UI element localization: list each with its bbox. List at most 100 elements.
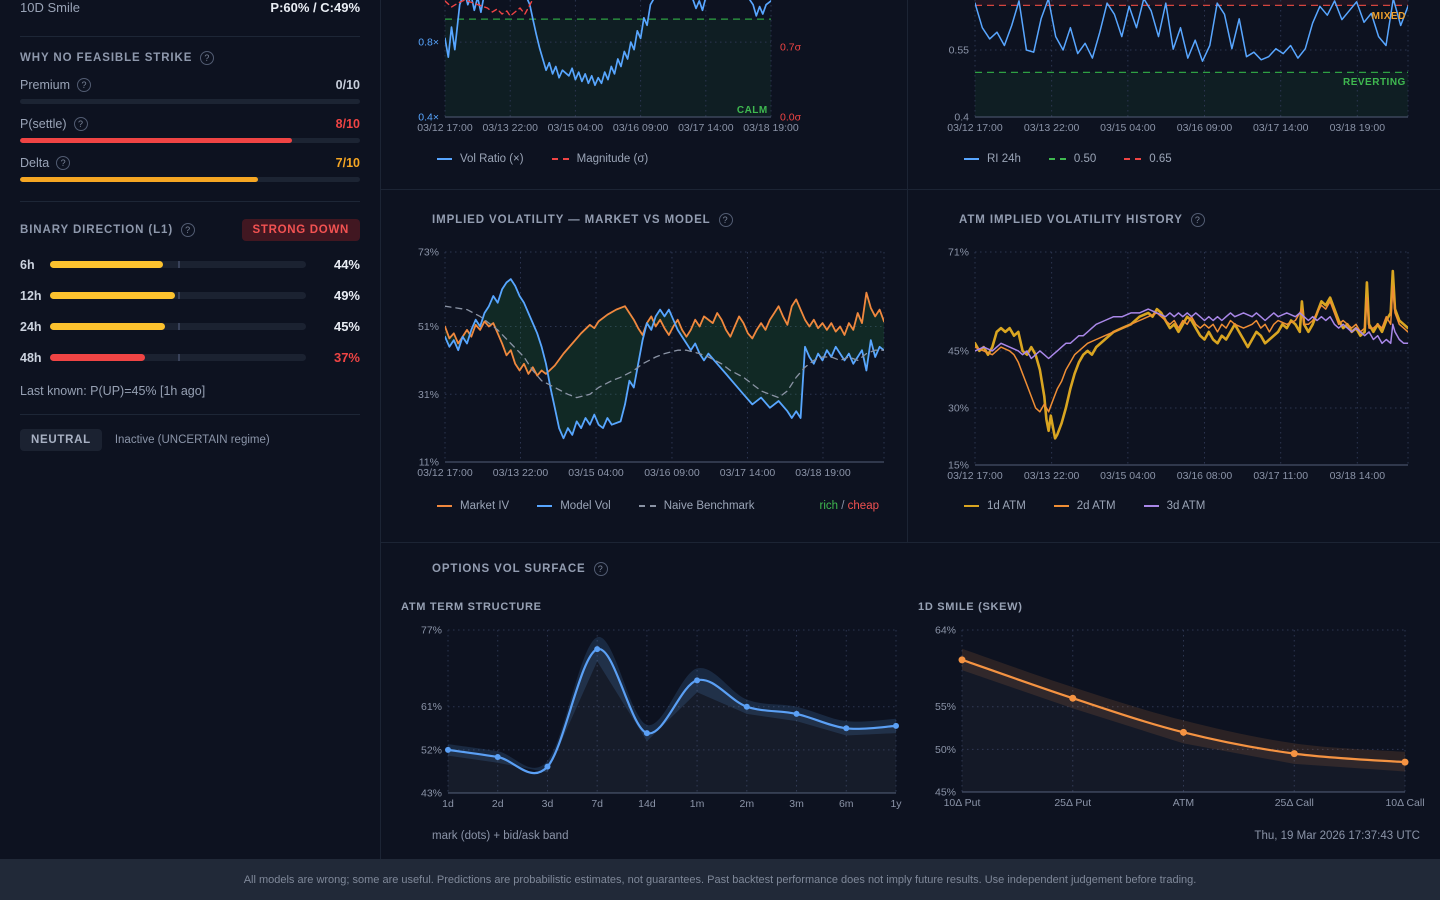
svg-text:45%: 45% bbox=[948, 345, 969, 357]
svg-text:03/18 19:00: 03/18 19:00 bbox=[1330, 122, 1386, 134]
svg-text:03/15 04:00: 03/15 04:00 bbox=[548, 122, 604, 134]
svg-text:1y: 1y bbox=[890, 798, 902, 810]
svg-text:11%: 11% bbox=[419, 457, 439, 469]
svg-text:77%: 77% bbox=[421, 625, 442, 637]
term-structure-title: ATM TERM STRUCTURE bbox=[401, 601, 542, 613]
legend-item: Model Vol bbox=[537, 500, 611, 512]
help-icon[interactable]: ? bbox=[1190, 213, 1205, 227]
iv-market-model-panel: IMPLIED VOLATILITY — MARKET VS MODEL ? 7… bbox=[381, 190, 908, 542]
smile-title: 1D SMILE (SKEW) bbox=[918, 601, 1023, 613]
regime-status-text: Inactive (UNCERTAIN regime) bbox=[114, 434, 270, 446]
vol-ratio-chart: 0.8× 0.4× 0.7σ 0.0σ 03/12 17:00 03/13 22:00 03… bbox=[417, 0, 802, 134]
svg-text:03/16 09:00: 03/16 09:00 bbox=[613, 122, 669, 134]
svg-text:7d: 7d bbox=[591, 798, 603, 810]
svg-text:03/15 04:00: 03/15 04:00 bbox=[1100, 470, 1156, 482]
svg-text:03/13 22:00: 03/13 22:00 bbox=[1024, 122, 1080, 134]
legend-item: Naive Benchmark bbox=[638, 500, 755, 512]
binary-direction-header: BINARY DIRECTION (L1) ? STRONG DOWN bbox=[20, 219, 360, 241]
smile-row-label: 10D Smile bbox=[20, 0, 80, 15]
disclaimer-footer: All models are wrong; some are useful. P… bbox=[0, 859, 1440, 900]
vol-ratio-panel: 0.8× 0.4× 0.7σ 0.0σ 03/12 17:00 03/13 22:00 03… bbox=[381, 0, 908, 189]
iv-market-model-title: IMPLIED VOLATILITY — MARKET VS MODEL bbox=[432, 214, 711, 226]
score-bar-premium bbox=[20, 99, 360, 104]
legend-marker bbox=[638, 505, 656, 507]
sidebar: 10D Smile P:60% / C:49% WHY NO FEASIBLE … bbox=[0, 0, 381, 859]
binary-row-12h: 12h 49% bbox=[20, 288, 360, 303]
svg-text:51%: 51% bbox=[418, 321, 439, 333]
help-icon[interactable]: ? bbox=[593, 562, 608, 576]
svg-text:03/18 19:00: 03/18 19:00 bbox=[795, 467, 851, 479]
feasible-section-title: WHY NO FEASIBLE STRIKE ? bbox=[20, 51, 360, 65]
probability-value: 49% bbox=[333, 288, 360, 303]
svg-text:0.4: 0.4 bbox=[954, 112, 969, 124]
atm-iv-history-panel: ATM IMPLIED VOLATILITY HISTORY ? 71% 45% 3… bbox=[908, 190, 1440, 542]
svg-text:45%: 45% bbox=[935, 787, 956, 799]
svg-text:03/16 09:00: 03/16 09:00 bbox=[644, 467, 700, 479]
atm-iv-history-title: ATM IMPLIED VOLATILITY HISTORY bbox=[959, 214, 1183, 226]
legend-item: 0.50 bbox=[1048, 153, 1096, 165]
midpoint-tick bbox=[178, 323, 180, 330]
iv-market-model-chart: 73% 51% 31% 11%03/12 17:00 03/13 22:00 03/15 … bbox=[417, 247, 885, 479]
svg-text:03/16 08:00: 03/16 08:00 bbox=[1177, 470, 1233, 482]
help-icon[interactable]: ? bbox=[73, 117, 88, 131]
help-icon[interactable]: ? bbox=[56, 156, 71, 170]
binary-row-48h: 48h 37% bbox=[20, 350, 360, 365]
svg-text:0.0σ: 0.0σ bbox=[780, 112, 802, 124]
divider bbox=[20, 414, 360, 415]
term-structure-subpanel: ATM TERM STRUCTURE 77% 61% 52% 43% 1d 2d 3d 7d 1… bbox=[381, 601, 909, 815]
divider bbox=[20, 201, 360, 202]
svg-text:71%: 71% bbox=[948, 247, 969, 259]
legend-marker bbox=[1048, 158, 1066, 160]
legend-marker bbox=[551, 158, 569, 160]
binary-row-6h: 6h 44% bbox=[20, 257, 360, 272]
svg-text:1d: 1d bbox=[442, 798, 454, 810]
svg-text:03/17 14:00: 03/17 14:00 bbox=[720, 467, 776, 479]
score-value: 7/10 bbox=[335, 156, 360, 170]
probability-value: 44% bbox=[333, 257, 360, 272]
regime-row: NEUTRAL Inactive (UNCERTAIN regime) bbox=[20, 429, 360, 451]
smile-subpanel: 1D SMILE (SKEW) 64% 55% 50% 45% 10Δ Put 25Δ P… bbox=[909, 601, 1440, 815]
disclaimer-text: All models are wrong; some are useful. P… bbox=[243, 873, 1197, 886]
midpoint-tick bbox=[178, 261, 180, 268]
atm-iv-history-chart: 71% 45% 30% 15%03/12 17:00 03/13 22:00 03/15 … bbox=[947, 247, 1409, 482]
legend-marker bbox=[1143, 505, 1159, 507]
svg-text:03/15 04:00: 03/15 04:00 bbox=[568, 467, 624, 479]
binary-row-24h: 24h 45% bbox=[20, 319, 360, 334]
top-chart-row: 0.8× 0.4× 0.7σ 0.0σ 03/12 17:00 03/13 22:00 03… bbox=[381, 0, 1440, 190]
svg-text:73%: 73% bbox=[418, 247, 439, 259]
svg-text:REVERTING: REVERTING bbox=[1343, 77, 1406, 88]
legend-item: Magnitude (σ) bbox=[551, 153, 648, 165]
legend-item: 3d ATM bbox=[1143, 500, 1205, 512]
svg-text:50%: 50% bbox=[935, 744, 956, 756]
iv-market-model-legend: Market IV Model Vol Naive Benchmark rich / … bbox=[381, 500, 907, 512]
svg-text:15%: 15% bbox=[948, 460, 969, 472]
legend-item: 0.65 bbox=[1124, 153, 1172, 165]
help-icon[interactable]: ? bbox=[718, 213, 733, 227]
horizon-label: 6h bbox=[20, 257, 35, 272]
regime-badge: NEUTRAL bbox=[20, 429, 102, 451]
score-bar-delta bbox=[20, 177, 360, 182]
horizon-label: 24h bbox=[20, 319, 42, 334]
score-row-psettle: P(settle)? 8/10 bbox=[20, 117, 360, 131]
svg-text:25Δ Put: 25Δ Put bbox=[1054, 797, 1091, 809]
rich-cheap-indicator: rich / cheap bbox=[819, 500, 879, 512]
score-value: 0/10 bbox=[335, 78, 360, 92]
svg-text:03/16 09:00: 03/16 09:00 bbox=[1177, 122, 1233, 134]
vol-ratio-legend: Vol Ratio (×) Magnitude (σ) bbox=[381, 153, 907, 165]
probability-bar bbox=[50, 261, 163, 268]
svg-text:0.4×: 0.4× bbox=[418, 112, 439, 124]
svg-text:6m: 6m bbox=[839, 798, 854, 810]
timestamp: Thu, 19 Mar 2026 17:37:43 UTC bbox=[1254, 830, 1420, 842]
svg-text:03/13 22:00: 03/13 22:00 bbox=[1024, 470, 1080, 482]
vol-surface-panel: OPTIONS VOL SURFACE ? ATM TERM STRUCTURE… bbox=[381, 543, 1440, 858]
svg-text:2m: 2m bbox=[740, 798, 755, 810]
help-icon[interactable]: ? bbox=[181, 223, 196, 237]
help-icon[interactable]: ? bbox=[200, 51, 215, 65]
svg-text:0.7σ: 0.7σ bbox=[780, 42, 802, 54]
probability-bar bbox=[50, 354, 145, 361]
help-icon[interactable]: ? bbox=[77, 78, 92, 92]
svg-text:61%: 61% bbox=[421, 701, 442, 713]
score-bar-fill bbox=[20, 177, 258, 182]
svg-text:03/18 14:00: 03/18 14:00 bbox=[1330, 470, 1386, 482]
score-row-premium: Premium? 0/10 bbox=[20, 78, 360, 92]
